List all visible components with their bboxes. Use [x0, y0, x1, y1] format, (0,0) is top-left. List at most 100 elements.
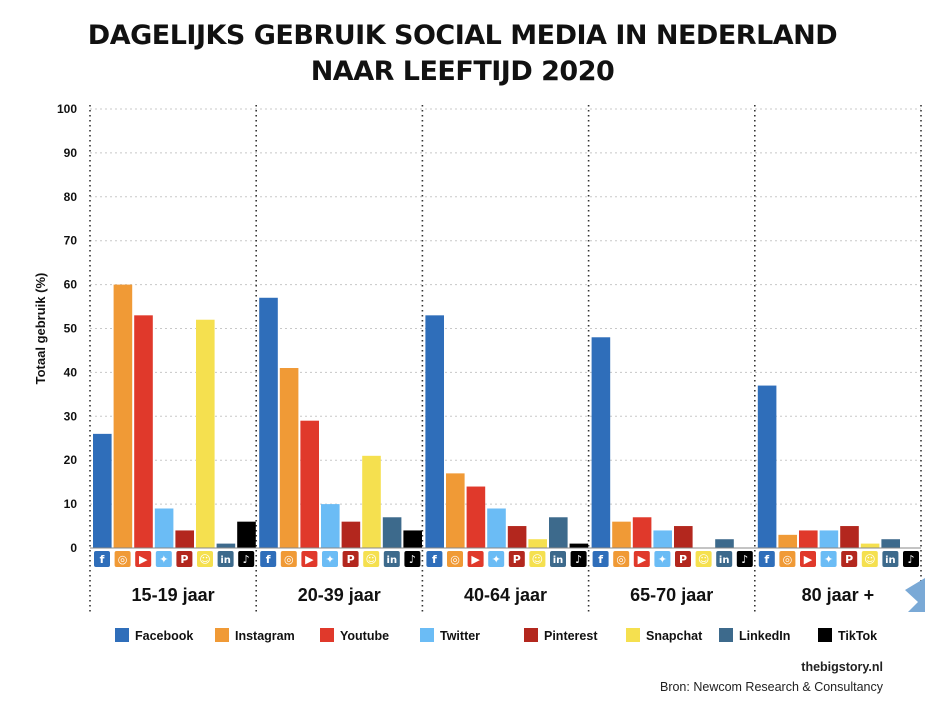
chart-title-line-2: NAAR LEEFTIJD 2020	[310, 56, 615, 87]
bar-pinterest-15-19-jaar	[175, 530, 194, 548]
legend-label: LinkedIn	[739, 629, 790, 643]
svg-text:in: in	[387, 555, 398, 566]
legend-item-facebook: Facebook	[115, 628, 193, 643]
svg-text:✦: ✦	[492, 553, 501, 566]
legend-label: Pinterest	[544, 629, 598, 643]
bar-tiktok-40-64-jaar	[569, 543, 589, 548]
bar-snapchat-15-19-jaar	[196, 319, 215, 548]
svg-text:◎: ◎	[284, 553, 294, 566]
instagram-icon: ◎	[779, 551, 796, 567]
facebook-icon: f	[758, 551, 775, 567]
legend-swatch	[719, 628, 733, 642]
svg-text:f: f	[764, 553, 769, 566]
svg-text:♪: ♪	[907, 553, 914, 566]
bar-facebook-80-jaar	[757, 385, 777, 548]
bar-facebook-40-64-jaar	[425, 315, 444, 548]
bar-twitter-40-64-jaar	[487, 508, 506, 548]
svg-text:f: f	[266, 553, 271, 566]
svg-text:◎: ◎	[783, 553, 793, 566]
legend-swatch	[524, 628, 538, 642]
bar-instagram-40-64-jaar	[446, 473, 465, 548]
linkedin-icon: in	[383, 551, 400, 567]
facebook-icon: f	[260, 551, 277, 567]
svg-text:P: P	[347, 553, 355, 566]
bar-youtube-15-19-jaar	[134, 315, 153, 548]
y-tick-label: 70	[64, 234, 78, 248]
svg-text:☺: ☺	[199, 553, 210, 566]
y-tick-label: 80	[64, 190, 78, 204]
y-tick-label: 60	[64, 278, 78, 292]
svg-text:▶: ▶	[638, 553, 647, 566]
pinterest-icon: P	[675, 551, 691, 567]
svg-text:f: f	[598, 553, 603, 566]
svg-text:◎: ◎	[450, 553, 460, 566]
bar-twitter-65-70-jaar	[653, 530, 672, 548]
y-tick-label: 40	[64, 365, 78, 379]
x-category-label: 20-39 jaar	[298, 585, 381, 605]
svg-text:☺: ☺	[864, 553, 875, 566]
tiktok-icon: ♪	[238, 551, 255, 567]
bar-tiktok-20-39-jaar	[403, 530, 422, 548]
legend-item-snapchat: Snapchat	[626, 628, 703, 643]
facebook-icon: f	[94, 551, 110, 567]
twitter-icon: ✦	[488, 551, 505, 567]
x-category-label: 15-19 jaar	[132, 585, 215, 605]
legend-swatch	[115, 628, 129, 642]
svg-text:◎: ◎	[118, 553, 128, 566]
svg-text:▶: ▶	[804, 553, 813, 566]
linkedin-icon: in	[217, 551, 234, 567]
twitter-icon: ✦	[820, 551, 837, 567]
bar-linkedin-80-jaar	[881, 539, 900, 548]
legend-swatch	[626, 628, 640, 642]
bar-twitter-80-jaar	[819, 530, 839, 548]
bar-twitter-20-39-jaar	[321, 504, 340, 548]
bar-linkedin-15-19-jaar	[216, 543, 236, 548]
bar-facebook-15-19-jaar	[93, 433, 112, 548]
bar-snapchat-80-jaar	[860, 543, 880, 548]
svg-text:✦: ✦	[325, 553, 334, 566]
x-category-label: 65-70 jaar	[630, 585, 713, 605]
youtube-icon: ▶	[800, 551, 816, 567]
bar-instagram-65-70-jaar	[612, 521, 631, 548]
svg-text:♪: ♪	[243, 553, 250, 566]
svg-text:☺: ☺	[365, 553, 376, 566]
linkedin-icon: in	[882, 551, 899, 567]
bar-facebook-65-70-jaar	[591, 337, 611, 548]
svg-text:▶: ▶	[305, 553, 314, 566]
y-tick-label: 30	[64, 409, 78, 423]
svg-text:f: f	[432, 553, 437, 566]
legend-swatch	[320, 628, 334, 642]
bar-youtube-20-39-jaar	[300, 420, 319, 548]
y-tick-label: 10	[64, 497, 78, 511]
twitter-icon: ✦	[155, 551, 172, 567]
snapchat-icon: ☺	[861, 551, 878, 567]
twitter-icon: ✦	[654, 551, 671, 567]
svg-text:P: P	[679, 553, 687, 566]
snapchat-icon: ☺	[695, 551, 712, 567]
facebook-icon: f	[426, 551, 443, 567]
svg-text:♪: ♪	[575, 553, 582, 566]
y-tick-label: 20	[64, 453, 78, 467]
svg-text:f: f	[100, 553, 105, 566]
svg-text:✦: ✦	[824, 553, 833, 566]
legend-swatch	[420, 628, 434, 642]
bar-youtube-80-jaar	[799, 530, 818, 548]
youtube-icon: ▶	[633, 551, 650, 567]
pinterest-icon: P	[176, 551, 193, 567]
legend-item-twitter: Twitter	[420, 628, 480, 643]
bar-linkedin-40-64-jaar	[549, 517, 568, 548]
tiktok-icon: ♪	[570, 551, 587, 567]
snapchat-icon: ☺	[529, 551, 546, 567]
bar-facebook-20-39-jaar	[259, 297, 278, 548]
legend-label: Snapchat	[646, 629, 703, 643]
legend-label: Twitter	[440, 629, 480, 643]
svg-text:♪: ♪	[741, 553, 748, 566]
instagram-icon: ◎	[447, 551, 463, 567]
tiktok-icon: ♪	[736, 551, 753, 567]
footer: thebigstory.nl Bron: Newcom Research & C…	[660, 657, 883, 697]
svg-text:✦: ✦	[658, 553, 667, 566]
bar-pinterest-40-64-jaar	[507, 526, 527, 548]
svg-text:▶: ▶	[139, 553, 148, 566]
legend-label: Youtube	[340, 629, 389, 643]
svg-text:P: P	[845, 553, 853, 566]
